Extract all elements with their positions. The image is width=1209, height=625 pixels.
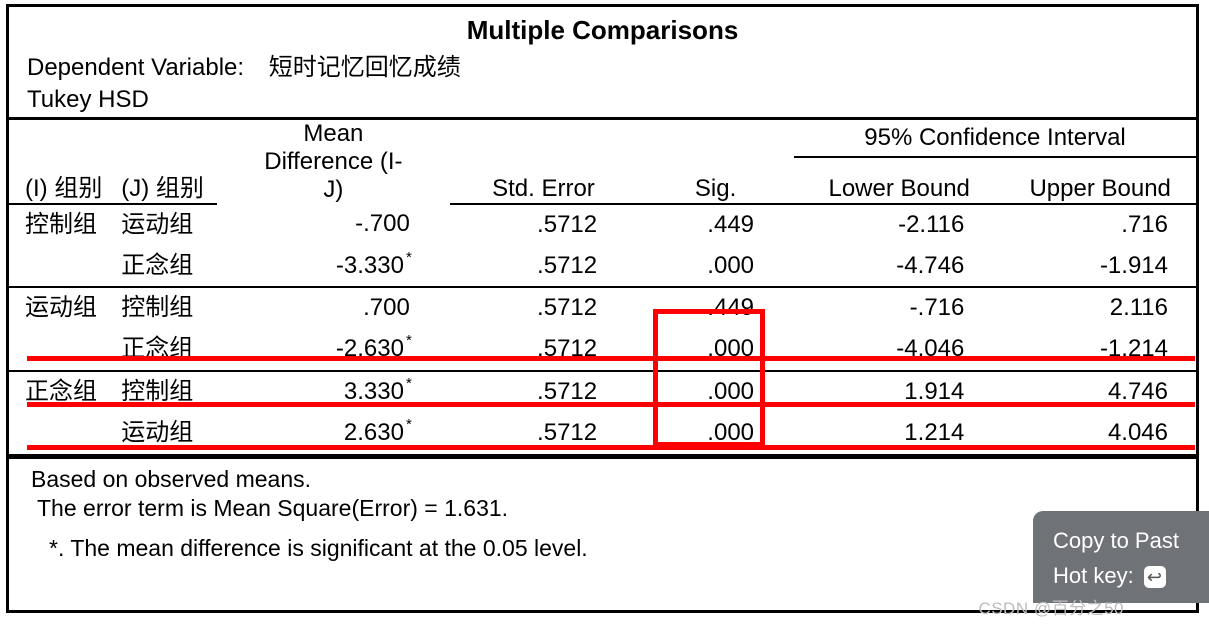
col-sig: Sig.	[637, 157, 794, 203]
col-i: (I) 组别	[9, 157, 121, 203]
return-key-icon	[1144, 566, 1166, 588]
sig-star-icon: *	[406, 249, 412, 266]
method-label: Tukey HSD	[27, 86, 149, 113]
dependent-variable-value: 短时记忆回忆成绩	[269, 54, 461, 81]
copy-button-line1: Copy to Past	[1053, 523, 1193, 558]
table-title: Multiple Comparisons	[9, 15, 1196, 46]
col-stderr: Std. Error	[450, 157, 637, 203]
table-row: 正念组 -3.330* .5712.000 -4.746-1.914	[9, 246, 1196, 288]
table-container: Multiple Comparisons Dependent Variable:…	[6, 4, 1199, 613]
table-row: 运动组 2.630* .5712.000 1.2144.046	[9, 413, 1196, 454]
copy-to-pasteboard-button[interactable]: Copy to Past Hot key:	[1033, 511, 1209, 603]
watermark-text: CSDN @百分之50	[978, 594, 1124, 619]
table-row: 正念组 -2.630* .5712.000 -4.046-1.214	[9, 329, 1196, 371]
copy-button-line2: Hot key:	[1053, 558, 1193, 593]
col-ci-span: 95% Confidence Interval	[794, 118, 1196, 157]
col-mean-diff: Mean Difference (I- J)	[217, 118, 450, 204]
table-row: 正念组控制组 3.330* .5712.000 1.9144.746	[9, 371, 1196, 413]
table-row: 运动组控制组 .700 .5712.449 -.7162.116	[9, 287, 1196, 329]
sig-star-icon: *	[406, 375, 412, 392]
sig-star-icon: *	[406, 416, 412, 433]
col-upper: Upper Bound	[1004, 157, 1196, 203]
comparisons-table: Mean Difference (I- J) 95% Confidence In…	[9, 117, 1196, 454]
dependent-variable-label: Dependent Variable:	[27, 52, 244, 84]
table-footer: Based on observed means. The error term …	[31, 465, 1196, 565]
table-row: 控制组运动组 -.700 .5712.449 -2.116.716	[9, 204, 1196, 246]
footer-line1: Based on observed means.	[31, 465, 1196, 495]
footer-line2: The error term is Mean Square(Error) = 1…	[37, 494, 1196, 524]
col-j: (J) 组别	[121, 157, 217, 203]
footer-star-note: *. The mean difference is significant at…	[49, 534, 1196, 564]
sig-star-icon: *	[406, 332, 412, 349]
table-meta: Dependent Variable: 短时记忆回忆成绩 Tukey HSD	[27, 52, 1196, 117]
col-lower: Lower Bound	[794, 157, 1004, 203]
